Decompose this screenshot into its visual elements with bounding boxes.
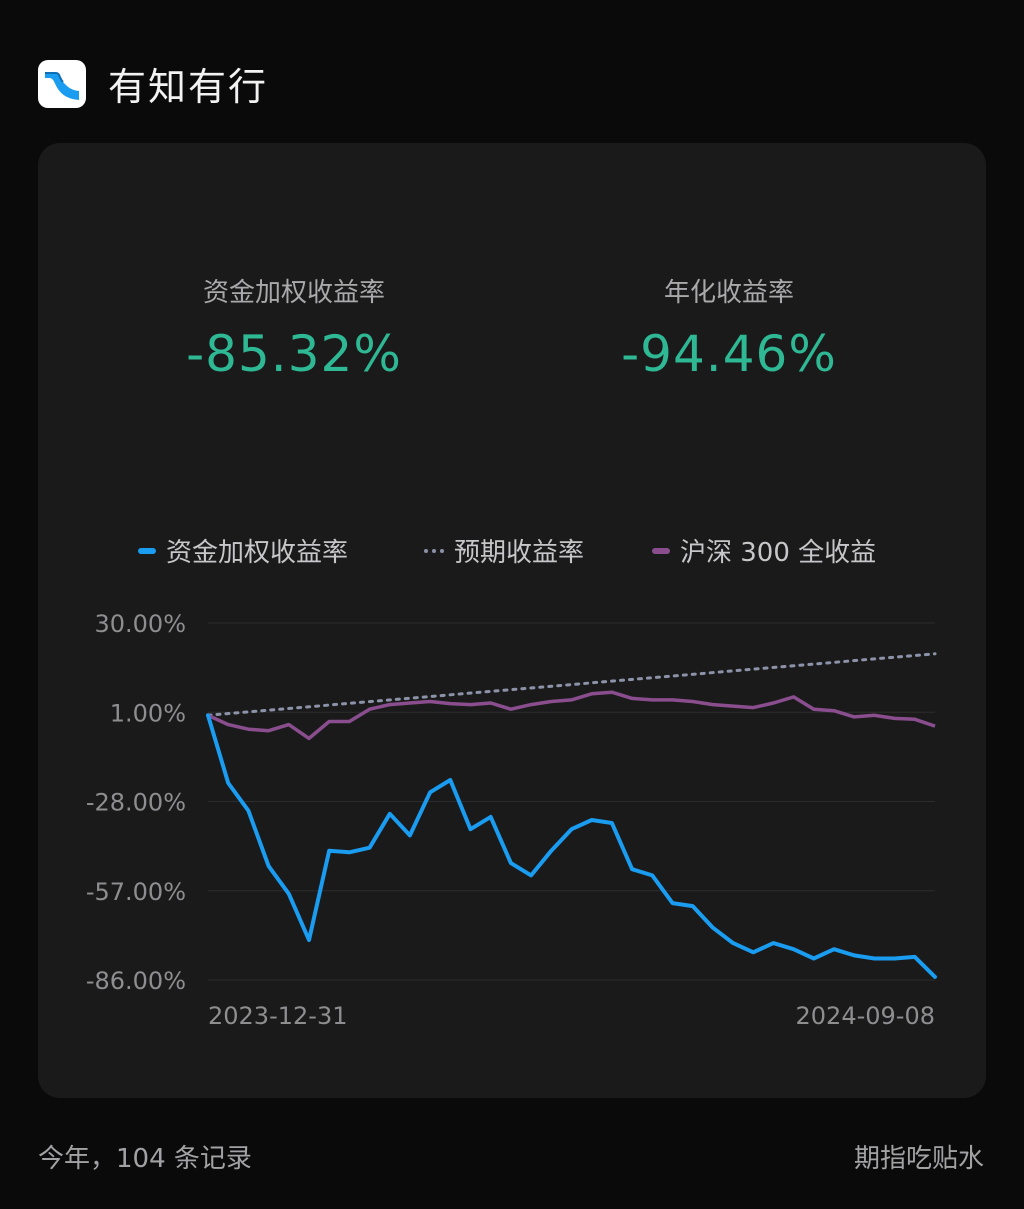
chart-legend: 资金加权收益率 预期收益率 沪深 300 全收益 [0,532,1024,568]
y-tick-label: 30.00% [94,610,186,638]
legend-label-weighted-return: 资金加权收益率 [166,538,349,568]
weighted-return-value: -85.32% [186,325,402,383]
app-header: 有知有行 [38,56,268,111]
y-tick-label: -86.00% [86,967,186,995]
legend-swatch-dotted [424,548,444,553]
weighted-return-label: 资金加权收益率 [202,278,385,308]
legend-label-expected-return: 预期收益率 [454,538,585,568]
series-line-csi300 [207,690,936,741]
legend-item-weighted-return[interactable]: 资金加权收益率 [138,532,348,569]
x-tick-label-start: 2023-12-31 [208,1002,347,1030]
app-title: 有知有行 [108,65,269,109]
series-line-weighted-return [206,713,937,979]
y-tick-label: -28.00% [86,789,186,817]
series-line-expected-return [206,652,937,717]
x-tick-label-end: 2024-09-08 [796,1002,935,1030]
record-count: 今年，104 条记录 [38,1144,252,1174]
return-chart: 30.00% 1.00% -28.00% -57.00% -86.00% 2023-12-… [86,610,937,1030]
legend-label-csi300: 沪深 300 全收益 [680,538,877,568]
legend-swatch-blue [138,547,156,554]
stats-card [38,143,986,1098]
annualized-return-value: -94.46% [621,325,837,383]
footer-note: 期指吃贴水 [853,1144,984,1174]
y-tick-label: -57.00% [86,878,186,906]
annualized-return-label: 年化收益率 [663,278,794,308]
legend-item-csi300[interactable]: 沪深 300 全收益 [652,532,876,569]
weighted-return-stat: 资金加权收益率 -85.32% [94,272,494,383]
legend-item-expected-return[interactable]: 预期收益率 [424,532,584,569]
y-tick-label: 1.00% [110,699,186,727]
annualized-return-stat: 年化收益率 -94.46% [529,272,929,383]
legend-swatch-purple [652,547,670,554]
app-logo-icon [38,59,86,108]
